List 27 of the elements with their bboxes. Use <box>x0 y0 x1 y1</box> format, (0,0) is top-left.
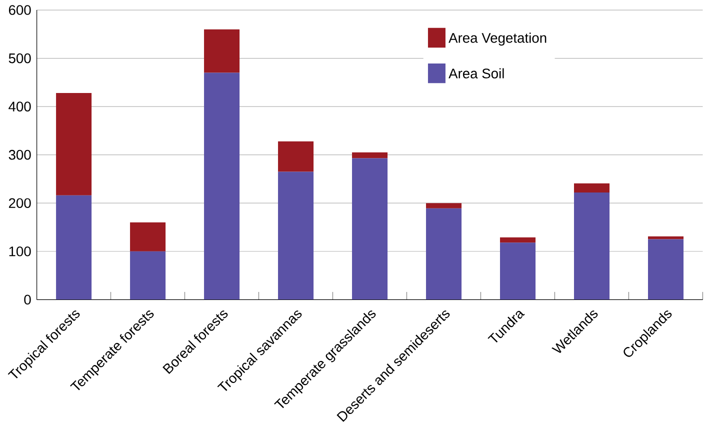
y-tick-label: 600 <box>8 5 31 15</box>
bar <box>574 192 610 300</box>
bar <box>130 222 166 252</box>
bar <box>426 203 462 208</box>
y-tick-label: 300 <box>8 150 31 160</box>
bar <box>130 251 166 300</box>
bar <box>648 236 684 240</box>
y-tick-label: 0 <box>24 294 31 305</box>
bar <box>56 195 92 300</box>
y-tick-label: 200 <box>8 198 31 208</box>
y-tick-label: 500 <box>8 53 31 64</box>
bar <box>648 239 684 300</box>
bar <box>278 172 314 300</box>
y-tick-label: 400 <box>8 102 31 112</box>
bar <box>352 158 388 300</box>
bar <box>426 208 462 300</box>
legend-label: Area Soil <box>448 68 504 78</box>
y-tick-label: 100 <box>9 246 31 256</box>
bar <box>352 152 388 158</box>
bar <box>56 93 92 196</box>
bar <box>204 29 240 73</box>
bar <box>500 242 536 300</box>
bar <box>204 72 240 300</box>
bar <box>278 141 314 172</box>
bar <box>574 183 610 192</box>
legend-label: Area Vegetation <box>448 32 546 46</box>
bar <box>500 237 536 243</box>
